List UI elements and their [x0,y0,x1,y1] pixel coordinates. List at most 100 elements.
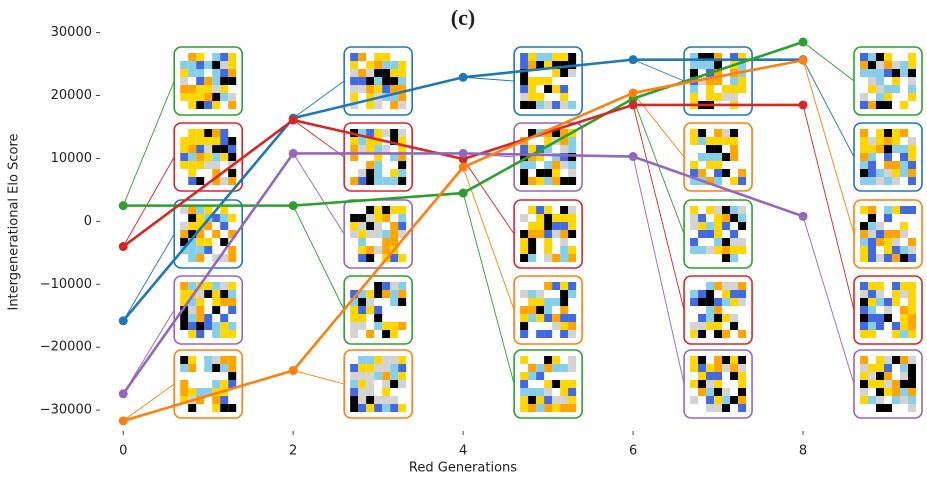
pixel [544,380,553,388]
pixel [350,306,359,314]
thumbnail [853,46,923,116]
pixel [568,282,577,290]
pixel [544,214,553,222]
pixel [212,145,221,153]
x-tick-label: 6 [629,444,637,459]
pixel [528,306,537,314]
pixel [520,254,529,262]
pixel [366,77,375,85]
pixel [860,69,869,77]
pixel [868,306,877,314]
pixel [196,161,205,169]
pixel [568,161,577,169]
pixel [560,137,569,145]
pixel [366,161,375,169]
pixel [860,61,869,69]
pixel [568,206,577,214]
pixel [884,53,893,61]
pixel [536,222,545,230]
pixel [350,396,359,404]
pixel [714,145,723,153]
pixel [860,93,869,101]
pixel [188,53,197,61]
pixel [536,177,545,185]
pixel [908,380,917,388]
pixel [730,290,739,298]
pixel [366,388,375,396]
thumbnail [853,199,923,269]
pixel [690,298,699,306]
pixel [552,129,561,137]
pixel [730,129,739,137]
pixel [374,396,383,404]
pixel [552,254,561,262]
pixel [900,69,909,77]
pixel [180,230,189,238]
pixel [382,177,391,185]
pixel [220,222,229,230]
pixel [876,314,885,322]
pixel [366,129,375,137]
pixel [228,298,237,306]
pixel [868,254,877,262]
pixel [220,137,229,145]
pixel [228,53,237,61]
pixel [892,145,901,153]
pixel [212,177,221,185]
pixel [908,396,917,404]
pixel [908,314,917,322]
pixel [552,396,561,404]
thumbnail [173,46,244,116]
thumbnail [853,349,923,419]
pixel [382,85,391,93]
pixel [560,161,569,169]
pixel [560,129,569,137]
pixel [690,206,699,214]
pixel [568,356,577,364]
pixel [860,177,869,185]
pixel [860,388,869,396]
pixel [390,282,399,290]
pixel [204,101,213,109]
pixel [900,396,909,404]
pixel [908,61,917,69]
pixel [892,282,901,290]
pixel [196,214,205,222]
pixel [188,129,197,137]
pixel [528,222,537,230]
pixel [196,314,205,322]
pixel [212,298,221,306]
pixel [196,85,205,93]
pixel [860,153,869,161]
pixel [876,238,885,246]
pixel [520,177,529,185]
pixel [884,206,893,214]
pixel [398,69,407,77]
pixel [366,290,375,298]
thumbnail [513,46,583,116]
pixel [196,53,205,61]
pixel [560,322,569,330]
pixel [196,230,205,238]
pixel [568,246,577,254]
pixel [358,404,367,412]
pixel [892,161,901,169]
pixel [690,69,699,77]
pixel [730,153,739,161]
pixel [180,69,189,77]
pixel [220,322,229,330]
pixel [520,380,529,388]
pixel [536,53,545,61]
pixel [528,206,537,214]
pixel [860,330,869,338]
pixel [188,254,197,262]
pixel [220,145,229,153]
pixel [706,364,715,372]
connector [122,383,175,422]
pixel [544,254,553,262]
pixel [398,380,407,388]
pixel [706,206,715,214]
pixel [690,222,699,230]
pixel [884,214,893,222]
pixel [722,169,731,177]
